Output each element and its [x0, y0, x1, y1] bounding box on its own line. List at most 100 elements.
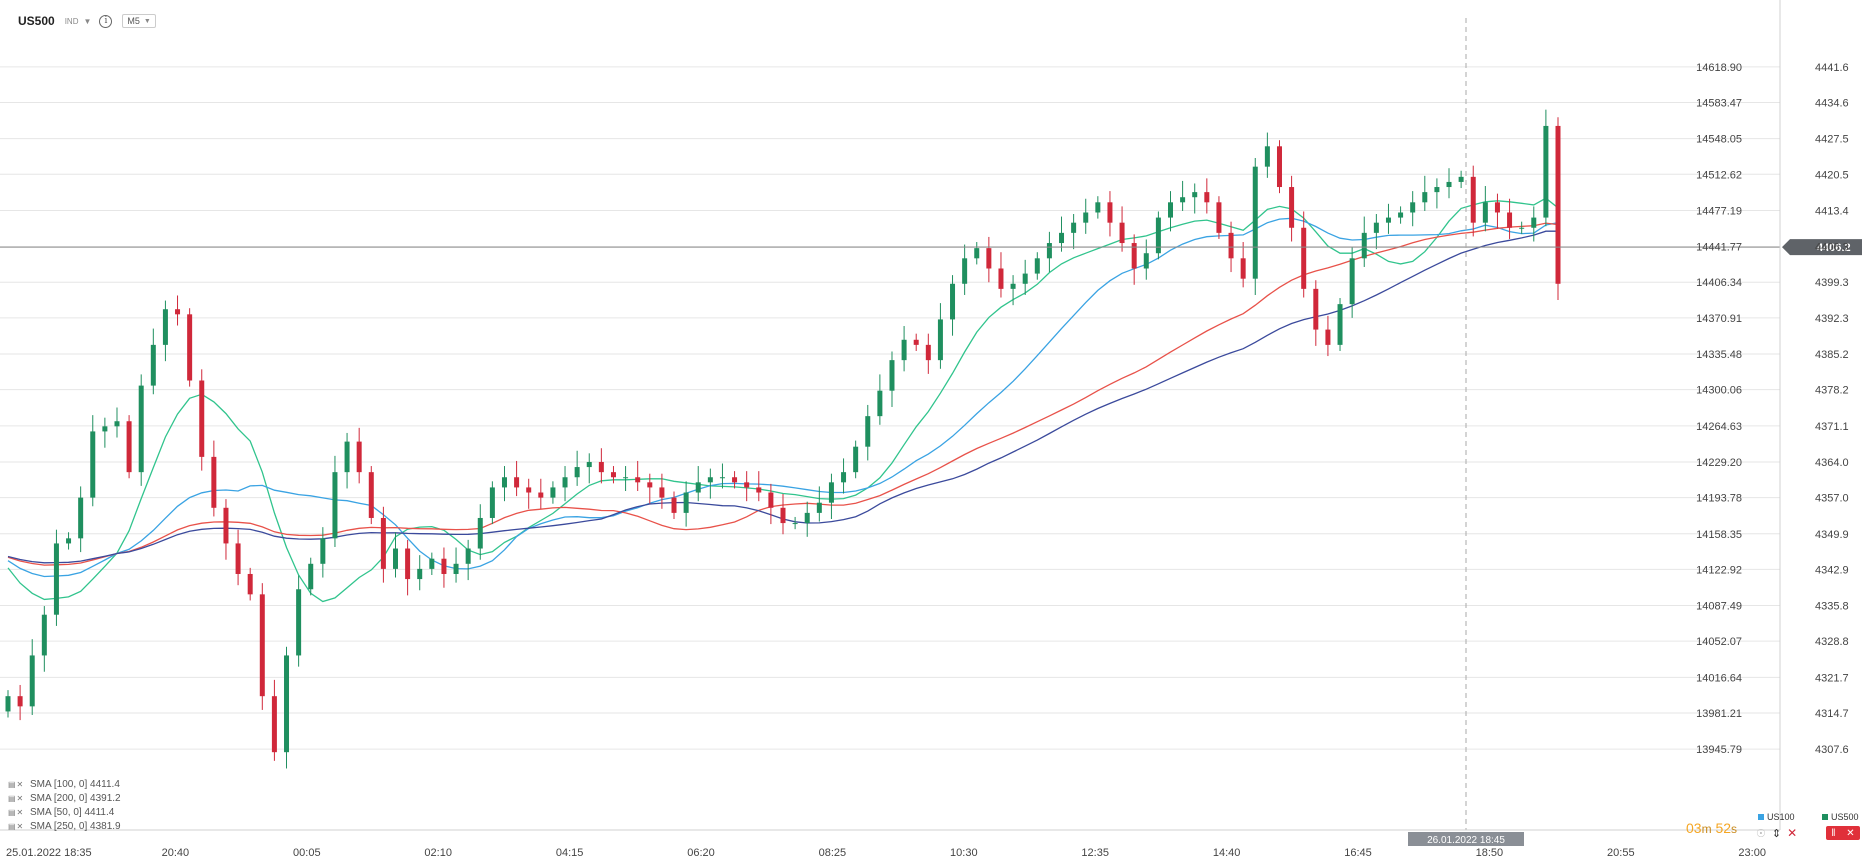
- candle: [1204, 178, 1210, 214]
- candle-body: [962, 258, 968, 284]
- eye-icon[interactable]: ☉: [1756, 827, 1766, 840]
- y-tick-label: 4349.9: [1815, 529, 1849, 541]
- timeframe-value: M5: [127, 16, 140, 26]
- candle-body: [913, 339, 919, 345]
- candle-body: [598, 461, 604, 473]
- candle: [1083, 198, 1089, 234]
- candle-body: [138, 385, 144, 473]
- candle: [1010, 275, 1016, 306]
- candle: [974, 242, 980, 265]
- settings-close-icon[interactable]: ▤✕: [8, 780, 25, 789]
- legend-item-sma250[interactable]: ▤✕ SMA [250, 0] 4381.9: [8, 820, 121, 834]
- candle-body: [1543, 125, 1549, 218]
- candle: [986, 236, 992, 283]
- candle-body: [17, 696, 23, 707]
- candle: [1482, 186, 1488, 232]
- current-price-label: 4406.2: [1817, 242, 1851, 254]
- legend-item-sma50[interactable]: ▤✕ SMA [50, 0] 4411.4: [8, 806, 121, 820]
- candle-body: [114, 421, 120, 427]
- candle: [296, 575, 302, 667]
- y-tick-label: 4392.3: [1815, 313, 1849, 325]
- candle-body: [1155, 217, 1161, 254]
- candle: [199, 369, 205, 471]
- y-tick-label-secondary: 14052.07: [1696, 636, 1742, 648]
- symbol-name[interactable]: US500: [18, 14, 55, 28]
- candle-body: [1507, 212, 1513, 228]
- candle-body: [332, 472, 338, 539]
- settings-close-icon[interactable]: ▤✕: [8, 794, 25, 803]
- candle-body: [1385, 217, 1391, 223]
- candle: [393, 532, 398, 578]
- candle-body: [441, 558, 447, 574]
- settings-close-icon[interactable]: ▤✕: [8, 822, 25, 831]
- legend-item-sma100[interactable]: ▤✕ SMA [100, 0] 4411.4: [8, 778, 121, 792]
- candle: [816, 486, 822, 522]
- candle-body: [1337, 304, 1343, 345]
- candle-body: [574, 467, 580, 478]
- info-icon[interactable]: i: [99, 14, 113, 28]
- y-tick-label-secondary: 14335.48: [1696, 349, 1742, 361]
- candle-body: [53, 543, 59, 615]
- y-tick-label-secondary: 14158.35: [1696, 529, 1742, 541]
- settings-close-icon[interactable]: ▤✕: [8, 808, 25, 817]
- moving-averages: [7, 197, 1559, 603]
- candle-body: [453, 563, 459, 574]
- candle: [1119, 206, 1125, 252]
- candle-body: [792, 523, 798, 525]
- candle-body: [1022, 273, 1028, 284]
- candle-body: [320, 538, 326, 564]
- instrument-us500[interactable]: US500: [1822, 812, 1859, 822]
- us100-color-icon: [1758, 814, 1764, 820]
- candle-body: [671, 497, 677, 513]
- close-icon[interactable]: ✕: [1787, 826, 1798, 840]
- legend-item-sma200[interactable]: ▤✕ SMA [200, 0] 4391.2: [8, 792, 121, 806]
- candle: [344, 432, 350, 489]
- candle-body: [1313, 288, 1319, 330]
- candle-body: [1252, 166, 1258, 279]
- move-icon[interactable]: ⇕: [1771, 827, 1782, 840]
- candle-body: [417, 568, 423, 580]
- y-tick-label-secondary: 14477.19: [1696, 205, 1742, 217]
- us500-color-icon: [1822, 814, 1828, 820]
- candle: [465, 539, 471, 581]
- candle: [1325, 315, 1331, 357]
- candle-body: [356, 441, 362, 473]
- candle: [78, 486, 84, 553]
- candle-body: [150, 344, 156, 386]
- instrument-type: IND: [64, 16, 79, 26]
- y-tick-label-secondary: 14512.62: [1696, 169, 1742, 181]
- candle-body: [998, 268, 1004, 289]
- timer-m-unit: m: [1701, 822, 1712, 836]
- candle: [5, 690, 11, 718]
- y-tick-label: 4385.2: [1815, 349, 1849, 361]
- candle: [271, 679, 277, 761]
- candle: [1131, 234, 1137, 285]
- instrument-us100[interactable]: US100: [1758, 812, 1795, 822]
- candle-body: [1010, 283, 1016, 289]
- candle-body: [393, 548, 398, 569]
- candle: [1422, 175, 1428, 211]
- y-tick-label: 4342.9: [1815, 564, 1849, 576]
- remove-instrument-button[interactable]: ‖ ✕: [1826, 826, 1860, 840]
- chevron-down-icon[interactable]: ▼: [83, 16, 92, 26]
- candle: [1373, 214, 1379, 250]
- candle: [998, 252, 1004, 298]
- candle: [550, 481, 556, 504]
- candle: [247, 567, 253, 601]
- timeframe-select[interactable]: M5 ▼: [122, 14, 156, 28]
- candle: [1046, 231, 1052, 273]
- candle-body: [1119, 222, 1125, 244]
- candle: [1519, 221, 1525, 234]
- y-tick-label: 4378.2: [1815, 385, 1849, 397]
- candle-body: [90, 431, 96, 498]
- candle: [719, 463, 725, 489]
- candle-body: [1034, 258, 1040, 274]
- y-tick-label-secondary: 13981.21: [1696, 708, 1742, 720]
- candle: [453, 547, 459, 583]
- candle: [1531, 206, 1537, 242]
- candle-body: [816, 502, 822, 513]
- current-price-line: 4406.2: [0, 239, 1862, 256]
- candle: [1034, 252, 1040, 280]
- candle: [610, 466, 616, 484]
